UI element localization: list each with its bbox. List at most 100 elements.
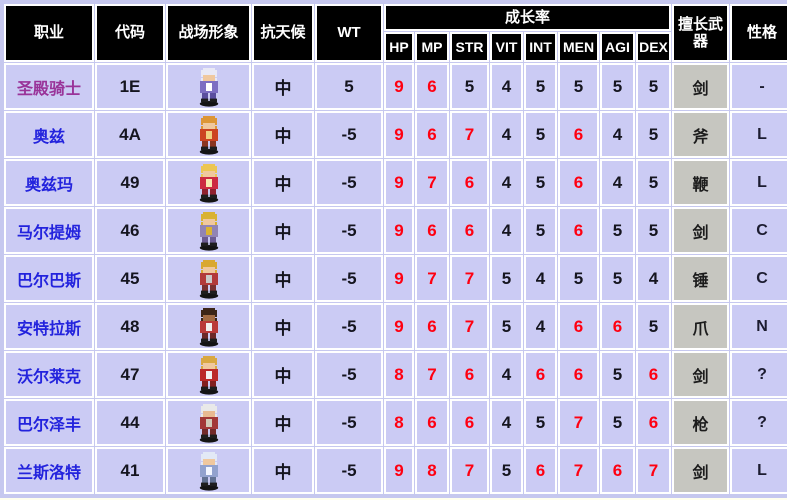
stat-cell-vit: 4: [490, 111, 523, 158]
job-cell: 奥兹玛: [4, 159, 94, 206]
wt-cell: -5: [315, 351, 383, 398]
sprite-cell: [166, 255, 251, 302]
stat-cell-hp: 9: [384, 447, 414, 494]
stat-cell-str: 6: [450, 207, 489, 254]
stat-cell-agi: 5: [600, 351, 635, 398]
job-link[interactable]: 马尔提姆: [16, 224, 81, 242]
stat-cell-hp: 9: [384, 255, 414, 302]
code-cell: 48: [95, 303, 165, 350]
job-link[interactable]: 巴尔巴斯: [16, 272, 81, 290]
wt-cell: -5: [315, 399, 383, 446]
stat-cell-str: 7: [450, 447, 489, 494]
stat-cell-vit: 4: [490, 159, 523, 206]
weapon-cell: 爪: [672, 303, 730, 350]
col-header-job: 职业: [4, 4, 94, 62]
table-row: 沃尔莱克 47 中 -5 8 7 6 4 6 6 5 6 剑?: [4, 351, 787, 398]
job-link[interactable]: 安特拉斯: [16, 320, 81, 338]
balzepho-sprite: [199, 403, 218, 443]
code-cell: 41: [95, 447, 165, 494]
stat-cell-vit: 4: [490, 207, 523, 254]
job-link[interactable]: 奥兹玛: [24, 176, 73, 194]
weather-cell: 中: [252, 447, 314, 494]
stat-cell-men: 5: [558, 255, 599, 302]
stat-cell-int: 4: [524, 255, 557, 302]
col-header-growth: 成长率: [384, 4, 672, 31]
stat-cell-hp: 9: [384, 63, 414, 110]
table-row: 巴尔巴斯 45 中 -5 9 7 7 5 4 5 5 4 锤 C: [4, 255, 787, 302]
weather-cell: 中: [252, 63, 314, 110]
stat-cell-int: 5: [524, 207, 557, 254]
weapon-cell: 剑: [672, 207, 730, 254]
sprite-cell: [166, 447, 251, 494]
stat-cell-men: 6: [558, 207, 599, 254]
stat-cell-int: 4: [524, 303, 557, 350]
job-link[interactable]: 沃尔莱克: [16, 368, 81, 386]
wt-cell: -5: [315, 255, 383, 302]
stat-cell-vit: 5: [490, 303, 523, 350]
stat-cell-agi: 4: [600, 111, 635, 158]
table-row: 兰斯洛特 41 中 -5 9 8 7 5 6 7 6 7 剑 L: [4, 447, 787, 494]
table-body: 圣殿骑士 1E 中 5 9 6 5 4 5 5 5 5 剑 - 奥兹 4A 中 -5 9 6 7 4 5 6 4 5 斧 L 奥兹玛 49…: [4, 63, 787, 494]
stat-cell-str: 6: [450, 159, 489, 206]
wt-cell: -5: [315, 159, 383, 206]
table-row: 奥兹玛 49 中 -5 9 7 6 4 5 6 4 5 鞭 L: [4, 159, 787, 206]
stat-cell-int: 6: [524, 351, 557, 398]
job-link[interactable]: 圣殿骑士: [16, 80, 81, 98]
stat-cell-mp: 7: [415, 255, 449, 302]
wt-cell: -5: [315, 447, 383, 494]
col-header-int: INT: [524, 32, 557, 62]
stat-cell-mp: 6: [415, 303, 449, 350]
stat-cell-dex: 6: [636, 399, 672, 446]
stat-cell-mp: 6: [415, 207, 449, 254]
wt-cell: -5: [315, 303, 383, 350]
sprite-cell: [166, 159, 251, 206]
stat-cell-men: 6: [558, 111, 599, 158]
stat-cell-agi: 5: [600, 207, 635, 254]
volac-sprite: [199, 355, 218, 395]
personality-cell: -: [730, 63, 787, 110]
job-cell: 安特拉斯: [4, 303, 94, 350]
job-cell: 奥兹: [4, 111, 94, 158]
personality-cell: ?: [730, 351, 787, 398]
stat-cell-agi: 6: [600, 447, 635, 494]
stat-cell-dex: 5: [636, 303, 672, 350]
personality-cell: N: [730, 303, 787, 350]
sprite-cell: [166, 303, 251, 350]
code-cell: 46: [95, 207, 165, 254]
stat-cell-dex: 5: [636, 159, 672, 206]
stat-cell-str: 6: [450, 399, 489, 446]
header-row-main: 职业 代码 战场形象 抗天候 WT 成长率 擅长武器 性格: [4, 4, 787, 62]
job-link[interactable]: 奥兹: [32, 128, 65, 146]
stat-cell-hp: 9: [384, 207, 414, 254]
col-header-dex: DEX: [636, 32, 672, 62]
stat-cell-men: 6: [558, 351, 599, 398]
sprite-cell: [166, 63, 251, 110]
stat-cell-men: 5: [558, 63, 599, 110]
stat-cell-str: 5: [450, 63, 489, 110]
code-cell: 49: [95, 159, 165, 206]
stat-cell-vit: 4: [490, 399, 523, 446]
job-link[interactable]: 巴尔泽丰: [16, 416, 81, 434]
code-cell: 44: [95, 399, 165, 446]
weapon-cell: 锤: [672, 255, 730, 302]
weather-cell: 中: [252, 351, 314, 398]
col-header-wt: WT: [315, 4, 383, 62]
job-cell: 圣殿骑士: [4, 63, 94, 110]
stat-cell-str: 7: [450, 303, 489, 350]
weather-cell: 中: [252, 207, 314, 254]
stat-cell-dex: 5: [636, 63, 672, 110]
code-cell: 4A: [95, 111, 165, 158]
stat-cell-hp: 8: [384, 351, 414, 398]
weather-cell: 中: [252, 159, 314, 206]
stat-cell-mp: 7: [415, 351, 449, 398]
table-header: 职业 代码 战场形象 抗天候 WT 成长率 擅长武器 性格 HP MP STR …: [4, 4, 787, 62]
sprite-cell: [166, 351, 251, 398]
col-header-code: 代码: [95, 4, 165, 62]
job-link[interactable]: 兰斯洛特: [16, 464, 81, 482]
stat-cell-str: 7: [450, 255, 489, 302]
stat-cell-int: 5: [524, 159, 557, 206]
job-cell: 沃尔莱克: [4, 351, 94, 398]
stat-cell-int: 6: [524, 447, 557, 494]
stat-cell-mp: 7: [415, 159, 449, 206]
